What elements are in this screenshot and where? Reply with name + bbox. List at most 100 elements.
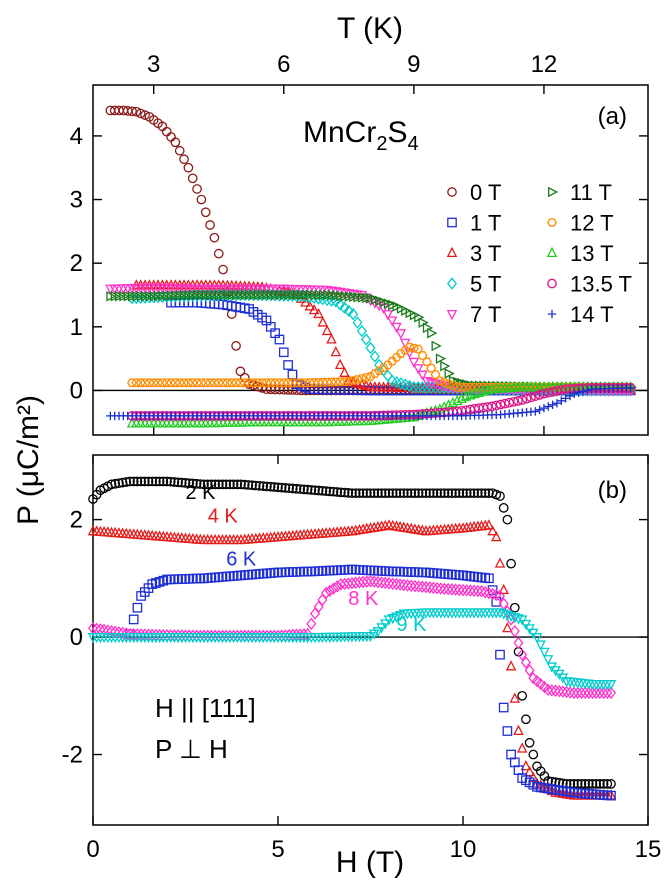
data-point (225, 479, 235, 490)
data-point (550, 684, 561, 697)
data-point (494, 557, 506, 568)
data-point (520, 656, 531, 669)
data-point (339, 577, 350, 591)
legend-marker (547, 218, 557, 227)
data-point (420, 580, 432, 594)
data-point (348, 307, 359, 321)
data-point (444, 368, 455, 379)
data-point (574, 388, 583, 397)
legend-marker (446, 277, 458, 290)
panel-a-y-tick-label: 2 (70, 250, 83, 277)
data-point (313, 307, 324, 319)
series-14-t (106, 383, 635, 421)
legend-label: 11 T (570, 180, 612, 205)
data-point (350, 576, 361, 589)
data-point (140, 110, 150, 120)
data-point (439, 378, 450, 387)
data-point (384, 488, 394, 499)
data-point (336, 487, 346, 498)
data-point (421, 488, 431, 499)
data-point (291, 483, 302, 494)
data-point (572, 686, 583, 700)
data-point (530, 391, 541, 402)
data-point (231, 341, 241, 351)
data-point (498, 503, 509, 513)
data-point (534, 390, 545, 400)
legend-item-13-t: 13 T (546, 241, 614, 266)
data-point (369, 369, 380, 378)
legend-item-14-t: 14 T (547, 302, 614, 327)
panel-a-legend: 0 T 1 T 3 T 5 T 7 T 11 T 12 T 13 T 13.5 T 14 T (446, 180, 632, 327)
legend-item-5-t: 5 T (446, 272, 501, 297)
data-point (217, 479, 228, 490)
data-point (472, 584, 483, 598)
data-point (465, 488, 476, 499)
data-point (434, 376, 445, 386)
data-point (302, 627, 313, 641)
data-point (484, 573, 494, 584)
data-point (354, 488, 365, 499)
data-point (521, 393, 532, 404)
data-point (539, 647, 550, 658)
data-point (494, 589, 506, 603)
data-point (506, 558, 516, 569)
data-point (248, 380, 259, 391)
data-point (524, 737, 535, 748)
data-point (339, 487, 350, 498)
legend-label: 14 T (570, 302, 614, 327)
top-tick-label: 6 (277, 51, 290, 78)
data-point (505, 611, 517, 623)
data-point (165, 476, 176, 487)
data-point (480, 585, 491, 599)
top-tick-label: 9 (407, 51, 420, 78)
data-point (361, 575, 372, 588)
data-point (583, 686, 594, 700)
data-point (218, 264, 228, 275)
data-point (494, 608, 506, 619)
data-point (243, 480, 254, 490)
data-point (136, 476, 146, 487)
data-point (543, 683, 554, 697)
data-point (544, 402, 553, 411)
data-point (321, 586, 332, 600)
data-point (502, 726, 513, 736)
top-axis-label: T (K) (337, 12, 403, 45)
data-point (347, 375, 359, 387)
data-point (352, 316, 363, 329)
data-point (360, 379, 372, 391)
data-point (170, 137, 181, 148)
data-point (324, 584, 335, 598)
data-point (147, 476, 158, 487)
data-point (457, 583, 469, 597)
data-point (132, 602, 143, 613)
legend-label: 13.5 T (570, 272, 632, 297)
data-point (505, 660, 517, 671)
data-point (391, 577, 402, 591)
legend-label: 13 T (570, 241, 614, 266)
data-point (587, 686, 598, 700)
panel-b-x-tick-label: 15 (635, 836, 662, 863)
data-point (447, 488, 457, 499)
data-point (298, 628, 309, 641)
data-point (498, 609, 509, 620)
panel-b-series (87, 476, 617, 801)
data-point (317, 316, 329, 327)
data-point (369, 350, 380, 363)
data-point (284, 483, 294, 494)
data-point (417, 370, 428, 381)
data-point (517, 648, 528, 661)
legend-label: 3 T (470, 241, 501, 266)
panel-a: 0 1 2 3 4 (a) MnCr2S4 0 T 1 T 3 T 5 T 7 T 11 T 12 … (70, 84, 649, 436)
data-point (376, 576, 387, 589)
data-point (583, 779, 594, 789)
data-point (274, 334, 285, 345)
panel-b: -2 0 2 0 5 10 15 2 K4 K 6 K 8 K 9 K (b) H || [11… (62, 454, 662, 863)
data-point (472, 488, 483, 499)
data-point (402, 579, 413, 592)
data-point (395, 349, 406, 358)
data-point (520, 760, 532, 771)
data-point (421, 381, 432, 394)
data-point (402, 488, 413, 499)
data-point (602, 779, 613, 789)
data-point (443, 399, 454, 410)
